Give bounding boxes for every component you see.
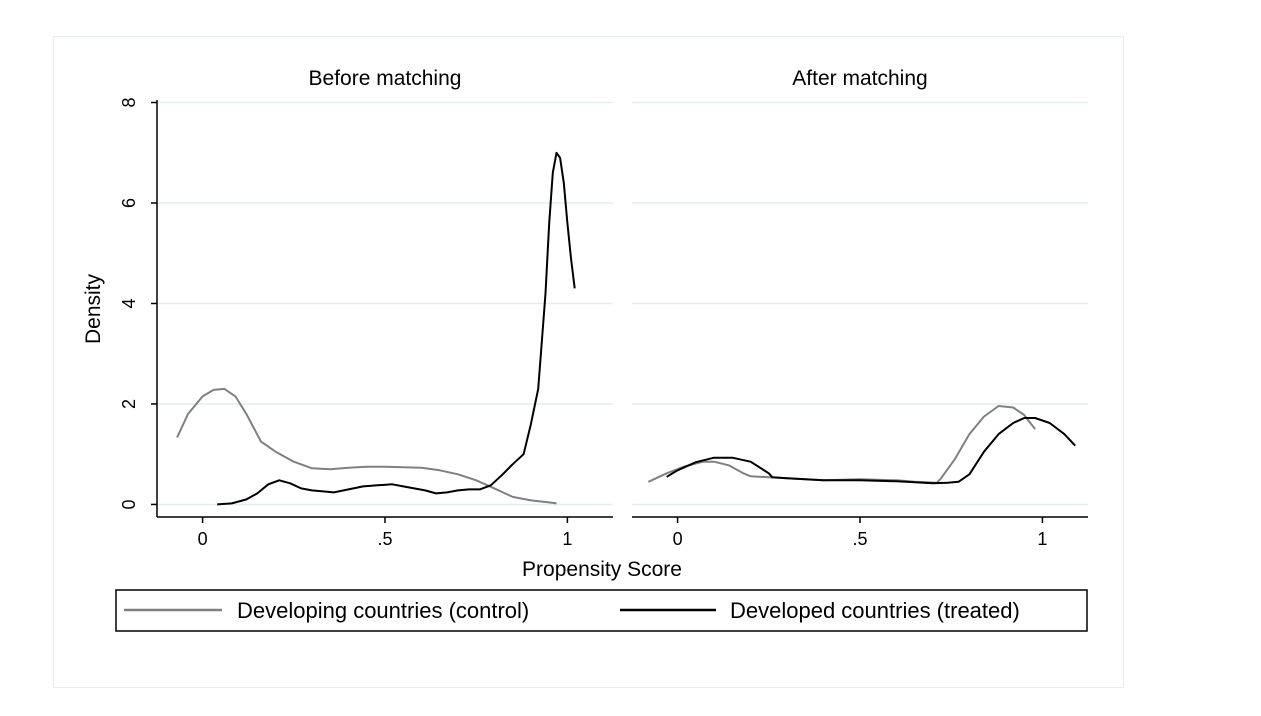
chart-figure: [53, 36, 1124, 688]
legend-box: [115, 589, 1088, 632]
panel-after: After matching 0 .5 1: [632, 67, 1088, 549]
x-tick-label-before: 1: [562, 529, 572, 549]
series-line-control-before: [176, 387, 557, 505]
x-tick-label-after: 0: [673, 529, 683, 549]
series-line-treated-before: [217, 151, 576, 506]
x-tick-label-before: 0: [198, 529, 208, 549]
x-tick-label-after: .5: [852, 529, 867, 549]
legend-label-treated: Developed countries (treated): [730, 598, 1020, 623]
series-line-control-after: [647, 405, 1036, 484]
y-tick-label: 2: [119, 399, 139, 409]
y-tick-label: 0: [119, 499, 139, 509]
panel-title-before: Before matching: [309, 67, 462, 90]
chart-panels: Before matching 0 .5 1 0 2 4 6 8 After matching 0.…: [119, 67, 1088, 549]
y-tick-label: 8: [119, 98, 139, 108]
legend: Developing countries (control) Developed…: [115, 589, 1088, 632]
panel-before: Before matching 0 .5 1 0 2 4 6 8: [119, 67, 613, 549]
panel-title-after: After matching: [792, 67, 927, 90]
x-tick-label-before: .5: [377, 529, 392, 549]
x-tick-label-after: 1: [1037, 529, 1047, 549]
x-axis-title: Propensity Score: [522, 558, 682, 581]
y-tick-label: 4: [119, 298, 139, 308]
y-axis-title: Density: [82, 273, 105, 344]
y-tick-label: 6: [119, 198, 139, 208]
series-line-treated-after: [666, 417, 1076, 485]
legend-label-control: Developing countries (control): [237, 598, 529, 623]
